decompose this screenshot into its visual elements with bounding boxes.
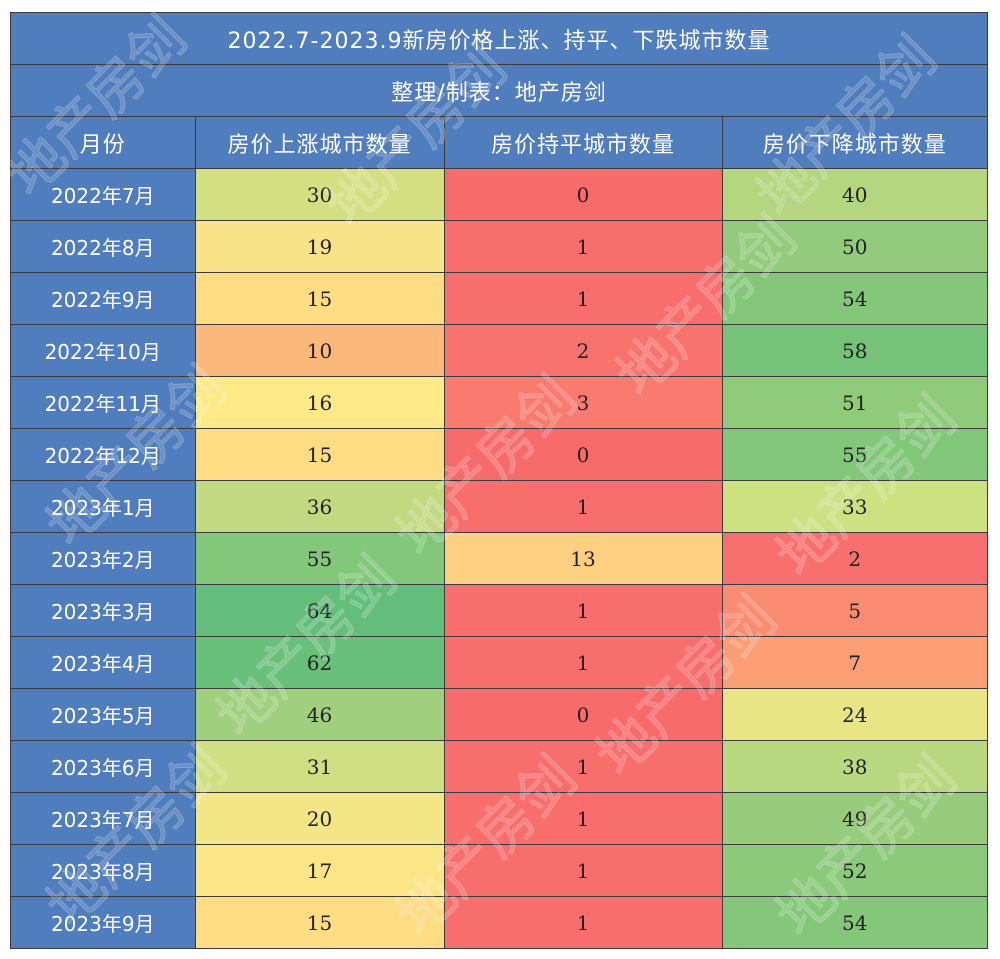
table-row: 2023年6月 31 1 38 xyxy=(11,740,987,793)
data-table: 月份 房价上涨城市数量 房价持平城市数量 房价下降城市数量 2022年7月 30 0… xyxy=(11,117,987,948)
month-cell: 2022年11月 xyxy=(11,376,196,429)
table-row: 2022年11月 16 3 51 xyxy=(11,376,987,429)
falling-count-cell: 40 xyxy=(721,168,987,221)
table-row: 2022年8月 19 1 50 xyxy=(11,220,987,273)
table-row: 2022年10月 10 2 58 xyxy=(11,324,987,377)
rising-count-cell: 55 xyxy=(194,532,445,585)
flat-count-cell: 1 xyxy=(443,792,723,845)
rising-count-cell: 19 xyxy=(194,220,445,273)
falling-count-cell: 54 xyxy=(721,896,987,948)
table-row: 2022年12月 15 0 55 xyxy=(11,428,987,481)
data-table-frame: 2022.7-2023.9新房价格上涨、持平、下跌城市数量 整理/制表：地产房剑… xyxy=(10,12,988,949)
month-cell: 2022年7月 xyxy=(11,168,196,221)
flat-count-cell: 1 xyxy=(443,844,723,897)
flat-count-cell: 0 xyxy=(443,168,723,221)
rising-count-cell: 15 xyxy=(194,428,445,481)
flat-count-cell: 1 xyxy=(443,896,723,948)
table-row: 2023年5月 46 0 24 xyxy=(11,688,987,741)
falling-count-cell: 55 xyxy=(721,428,987,481)
flat-count-cell: 0 xyxy=(443,688,723,741)
falling-count-cell: 52 xyxy=(721,844,987,897)
column-header-rising: 房价上涨城市数量 xyxy=(194,117,445,169)
column-header-flat: 房价持平城市数量 xyxy=(443,117,723,169)
falling-count-cell: 50 xyxy=(721,220,987,273)
month-cell: 2022年10月 xyxy=(11,324,196,377)
table-title: 2022.7-2023.9新房价格上涨、持平、下跌城市数量 xyxy=(11,13,987,65)
table-body: 2022年7月 30 0 40 2022年8月 19 1 50 2022年9月 15 1 54 2022… xyxy=(11,168,987,948)
column-header-falling: 房价下降城市数量 xyxy=(721,117,987,169)
table-row: 2023年9月 15 1 54 xyxy=(11,896,987,948)
falling-count-cell: 49 xyxy=(721,792,987,845)
flat-count-cell: 13 xyxy=(443,532,723,585)
table-row: 2023年3月 64 1 5 xyxy=(11,584,987,637)
rising-count-cell: 17 xyxy=(194,844,445,897)
flat-count-cell: 1 xyxy=(443,272,723,325)
falling-count-cell: 51 xyxy=(721,376,987,429)
table-row: 2023年2月 55 13 2 xyxy=(11,532,987,585)
rising-count-cell: 31 xyxy=(194,740,445,793)
table-row: 2023年8月 17 1 52 xyxy=(11,844,987,897)
flat-count-cell: 1 xyxy=(443,636,723,689)
month-cell: 2022年8月 xyxy=(11,220,196,273)
falling-count-cell: 58 xyxy=(721,324,987,377)
month-cell: 2022年12月 xyxy=(11,428,196,481)
month-cell: 2023年2月 xyxy=(11,532,196,585)
flat-count-cell: 3 xyxy=(443,376,723,429)
rising-count-cell: 46 xyxy=(194,688,445,741)
table-row: 2023年1月 36 1 33 xyxy=(11,480,987,533)
flat-count-cell: 1 xyxy=(443,740,723,793)
rising-count-cell: 62 xyxy=(194,636,445,689)
month-cell: 2023年6月 xyxy=(11,740,196,793)
header-row: 月份 房价上涨城市数量 房价持平城市数量 房价下降城市数量 xyxy=(11,117,987,169)
falling-count-cell: 24 xyxy=(721,688,987,741)
rising-count-cell: 16 xyxy=(194,376,445,429)
falling-count-cell: 38 xyxy=(721,740,987,793)
rising-count-cell: 64 xyxy=(194,584,445,637)
rising-count-cell: 10 xyxy=(194,324,445,377)
month-cell: 2023年8月 xyxy=(11,844,196,897)
month-cell: 2023年3月 xyxy=(11,584,196,637)
table-row: 2023年4月 62 1 7 xyxy=(11,636,987,689)
month-cell: 2023年1月 xyxy=(11,480,196,533)
table-row: 2022年7月 30 0 40 xyxy=(11,168,987,221)
falling-count-cell: 7 xyxy=(721,636,987,689)
month-cell: 2023年5月 xyxy=(11,688,196,741)
column-header-month: 月份 xyxy=(11,117,196,169)
rising-count-cell: 15 xyxy=(194,272,445,325)
flat-count-cell: 1 xyxy=(443,584,723,637)
flat-count-cell: 1 xyxy=(443,220,723,273)
month-cell: 2023年4月 xyxy=(11,636,196,689)
table-row: 2022年9月 15 1 54 xyxy=(11,272,987,325)
falling-count-cell: 33 xyxy=(721,480,987,533)
table-row: 2023年7月 20 1 49 xyxy=(11,792,987,845)
table-subtitle: 整理/制表：地产房剑 xyxy=(11,65,987,117)
flat-count-cell: 0 xyxy=(443,428,723,481)
month-cell: 2023年7月 xyxy=(11,792,196,845)
flat-count-cell: 1 xyxy=(443,480,723,533)
rising-count-cell: 30 xyxy=(194,168,445,221)
rising-count-cell: 15 xyxy=(194,896,445,948)
falling-count-cell: 2 xyxy=(721,532,987,585)
falling-count-cell: 54 xyxy=(721,272,987,325)
rising-count-cell: 36 xyxy=(194,480,445,533)
falling-count-cell: 5 xyxy=(721,584,987,637)
flat-count-cell: 2 xyxy=(443,324,723,377)
month-cell: 2022年9月 xyxy=(11,272,196,325)
month-cell: 2023年9月 xyxy=(11,896,196,948)
rising-count-cell: 20 xyxy=(194,792,445,845)
